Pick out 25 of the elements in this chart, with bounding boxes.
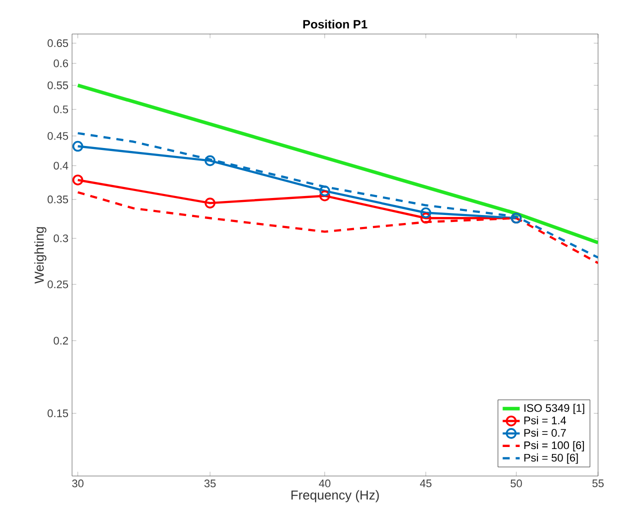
legend-label: Psi = 50 [6] <box>524 454 578 464</box>
y-tick-label: 0.15 <box>48 409 68 418</box>
x-tick-label: 35 <box>204 480 216 488</box>
x-tick-label: 50 <box>510 480 522 488</box>
legend-label: Psi = 100 [6] <box>524 441 584 452</box>
y-tick-label: 0.45 <box>48 132 68 140</box>
y-tick-label: 0.65 <box>48 39 68 48</box>
y-tick-label: 0.55 <box>48 81 68 90</box>
y-tick-label: 0.25 <box>48 280 68 288</box>
y-tick-label: 0.5 <box>54 106 68 114</box>
x-tick-label: 55 <box>592 480 604 488</box>
y-tick-label: 0.3 <box>54 234 68 242</box>
x-axis-title: Frequency (Hz) <box>291 490 379 502</box>
x-tick-label: 30 <box>72 480 84 488</box>
y-tick-label: 0.4 <box>54 162 68 170</box>
y-tick-label: 0.35 <box>48 196 68 204</box>
x-tick-label: 40 <box>318 480 330 488</box>
legend-label: Psi = 0.7 <box>524 428 566 437</box>
y-tick-label: 0.2 <box>54 336 68 345</box>
chart-title: Position P1 <box>303 20 368 28</box>
y-tick-label: 0.6 <box>54 59 68 68</box>
y-axis-title: Weighting <box>34 227 46 284</box>
x-tick-label: 45 <box>420 480 432 488</box>
legend-label: Psi = 1.4 <box>524 416 566 424</box>
legend-label: ISO 5349 [1] <box>524 404 584 414</box>
